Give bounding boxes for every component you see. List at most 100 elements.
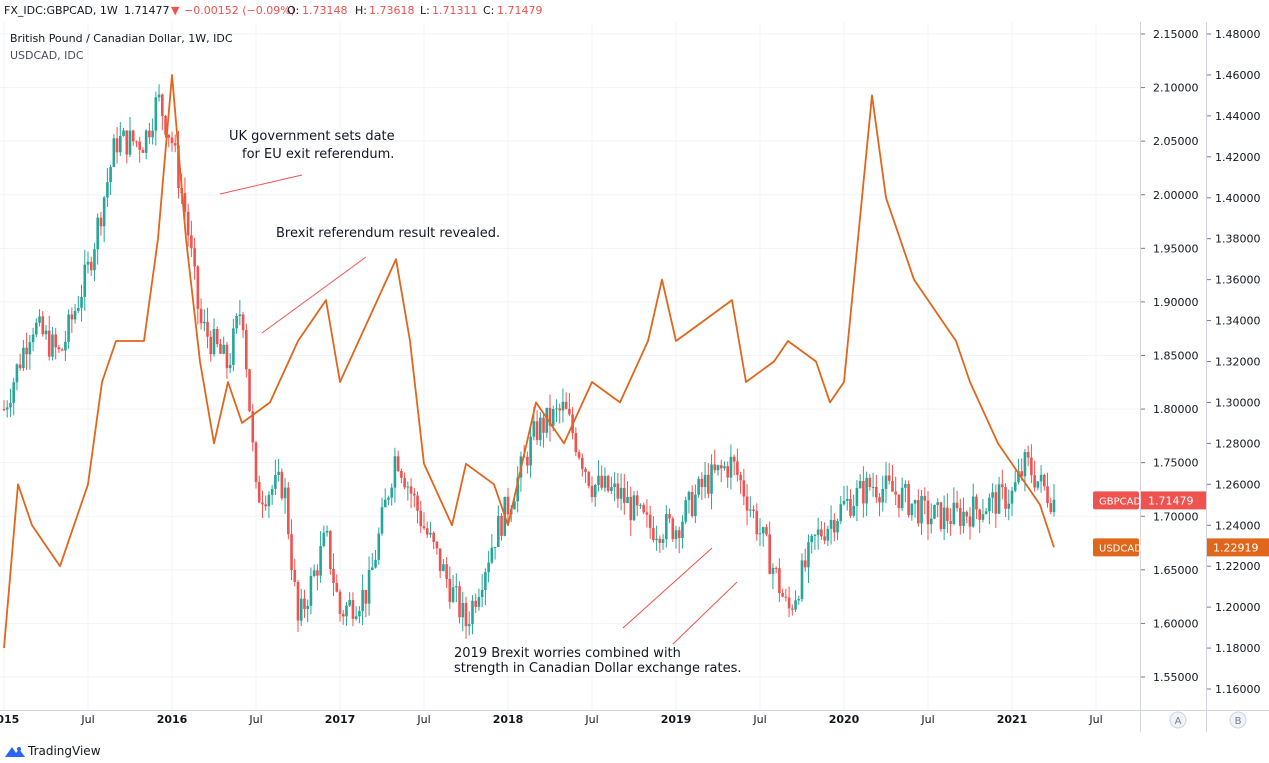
gbpcad-candle-body (1052, 499, 1056, 513)
gbpcad-candle-body (933, 505, 936, 519)
gbpcad-candle-body (632, 495, 636, 521)
gbpcad-candle-body (942, 507, 946, 529)
gbpcad-candle-body (345, 605, 348, 617)
gbpcad-candle-body (99, 217, 103, 227)
time-axis-label: Jul (1088, 713, 1102, 726)
gbpcad-candle-body (661, 539, 665, 543)
gbpcad-candle-body (54, 334, 57, 348)
scale-a-button-label: A (1175, 716, 1182, 727)
gbpcad-candle-body (51, 334, 54, 357)
scale-b-label: 1.32000 (1215, 356, 1261, 369)
gbpcad-candle-body (981, 514, 985, 520)
annotation-line (219, 174, 303, 195)
scale-b-label: 1.40000 (1215, 192, 1261, 205)
gbpcad-candle-body (875, 486, 878, 498)
plot-area (0, 22, 1140, 710)
gbpcad-candle-body (671, 518, 675, 540)
gbpcad-candle-body (248, 369, 251, 412)
time-axis-label: 2017 (325, 713, 356, 726)
gbpcad-candle-body (28, 342, 32, 355)
gbpcad-name-tag (1093, 491, 1139, 510)
gbpcad-candle-body (729, 456, 733, 478)
gbpcad-candle-body (396, 456, 400, 471)
gbpcad-candle-body (83, 264, 87, 297)
gbpcad-candle-body (445, 564, 448, 579)
gbpcad-candle-body (962, 511, 965, 526)
gbpcad-candle-body (477, 597, 481, 607)
gbpcad-candle-body (442, 564, 445, 572)
gbpcad-candle-body (425, 528, 429, 535)
scale-a-label: 1.95000 (1153, 242, 1199, 255)
scale-b-label: 1.46000 (1215, 69, 1261, 82)
gbpcad-candle-body (57, 347, 61, 350)
gbpcad-candle-body (312, 570, 316, 577)
gbpcad-candle-body (887, 475, 891, 481)
gbpcad-candle-body (516, 477, 519, 502)
gbpcad-candle-body (603, 475, 607, 488)
gbpcad-candle-body (587, 471, 591, 486)
gbpcad-candle-body (164, 116, 167, 135)
gbpcad-candle-body (852, 505, 855, 516)
gbpcad-name-label: GBPCAD (1099, 496, 1141, 507)
gbpcad-candle-body (593, 485, 597, 498)
gbpcad-candle-body (619, 487, 623, 499)
gbpcad-candle-body (1001, 484, 1004, 488)
brand-name[interactable]: TradingView (28, 744, 101, 758)
gbpcad-candle-body (645, 512, 649, 515)
gbpcad-candle-body (526, 456, 529, 466)
gbpcad-candle-body (1046, 486, 1049, 504)
tradingview-logo-icon[interactable] (4, 743, 26, 759)
gbpcad-candle-body (551, 408, 555, 426)
gbpcad-candle-body (241, 314, 245, 331)
gbpcad-candle-body (564, 401, 568, 409)
gbpcad-candle-body (190, 235, 193, 249)
scale-b-label: 1.38000 (1215, 233, 1261, 246)
legend-compare-series[interactable]: USDCAD, IDC (10, 49, 84, 62)
gbpcad-candle-body (1020, 471, 1023, 477)
gbpcad-candle-body (309, 576, 313, 606)
annotation-text: strength in Canadian Dollar exchange rat… (454, 661, 741, 676)
gbpcad-candle-body (119, 136, 122, 153)
scale-a-label: 1.75000 (1153, 457, 1199, 470)
gbpcad-candle-body (894, 491, 897, 495)
gbpcad-price-label: 1.71479 (1148, 494, 1194, 507)
gbpcad-candle-body (306, 605, 309, 609)
gbpcad-candle-body (296, 581, 300, 621)
gbpcad-candle-body (700, 478, 704, 488)
scale-a-label: 1.80000 (1153, 403, 1199, 416)
gbpcad-candle-body (697, 478, 700, 495)
gbpcad-candle-body (293, 570, 297, 582)
gbpcad-candle-body (768, 534, 771, 574)
gbpcad-candle-body (794, 600, 797, 610)
close-label: C: (483, 4, 495, 17)
gbpcad-candle-body (713, 464, 717, 471)
scale-a-button (1169, 711, 1187, 729)
gbpcad-candle-body (820, 529, 823, 537)
gbpcad-candle-body (613, 483, 616, 488)
usdcad-price-tag (1207, 538, 1269, 557)
gbpcad-candle-body (154, 97, 158, 131)
scale-b-label: 1.28000 (1215, 437, 1261, 450)
gbpcad-candle-body (238, 314, 242, 317)
scale-b-label: 1.44000 (1215, 110, 1261, 123)
scale-a-label: 1.65000 (1153, 564, 1199, 577)
gbpcad-candle-body (904, 484, 907, 488)
gbpcad-candle-body (781, 593, 784, 597)
gbpcad-candle-body (299, 598, 303, 621)
gbpcad-candle-body (283, 487, 287, 499)
gbpcad-candle-body (719, 465, 723, 469)
gbpcad-candle-body (438, 548, 442, 572)
gbpcad-candle-body (1007, 503, 1011, 509)
gbpcad-candle-body (89, 261, 93, 271)
symbol-title[interactable]: FX_IDC:GBPCAD, 1W (4, 4, 118, 17)
legend-main-series[interactable]: British Pound / Canadian Dollar, 1W, IDC (10, 32, 233, 45)
scale-b-button (1229, 711, 1247, 729)
gbpcad-candle-body (400, 470, 403, 478)
gbpcad-candle-body (623, 487, 626, 504)
low-value: 1.71311 (432, 4, 478, 17)
gbpcad-candle-body (716, 465, 720, 471)
gbpcad-candle-body (997, 484, 1001, 514)
gbpcad-candle-body (219, 344, 222, 354)
gbpcad-candle-body (897, 494, 901, 509)
